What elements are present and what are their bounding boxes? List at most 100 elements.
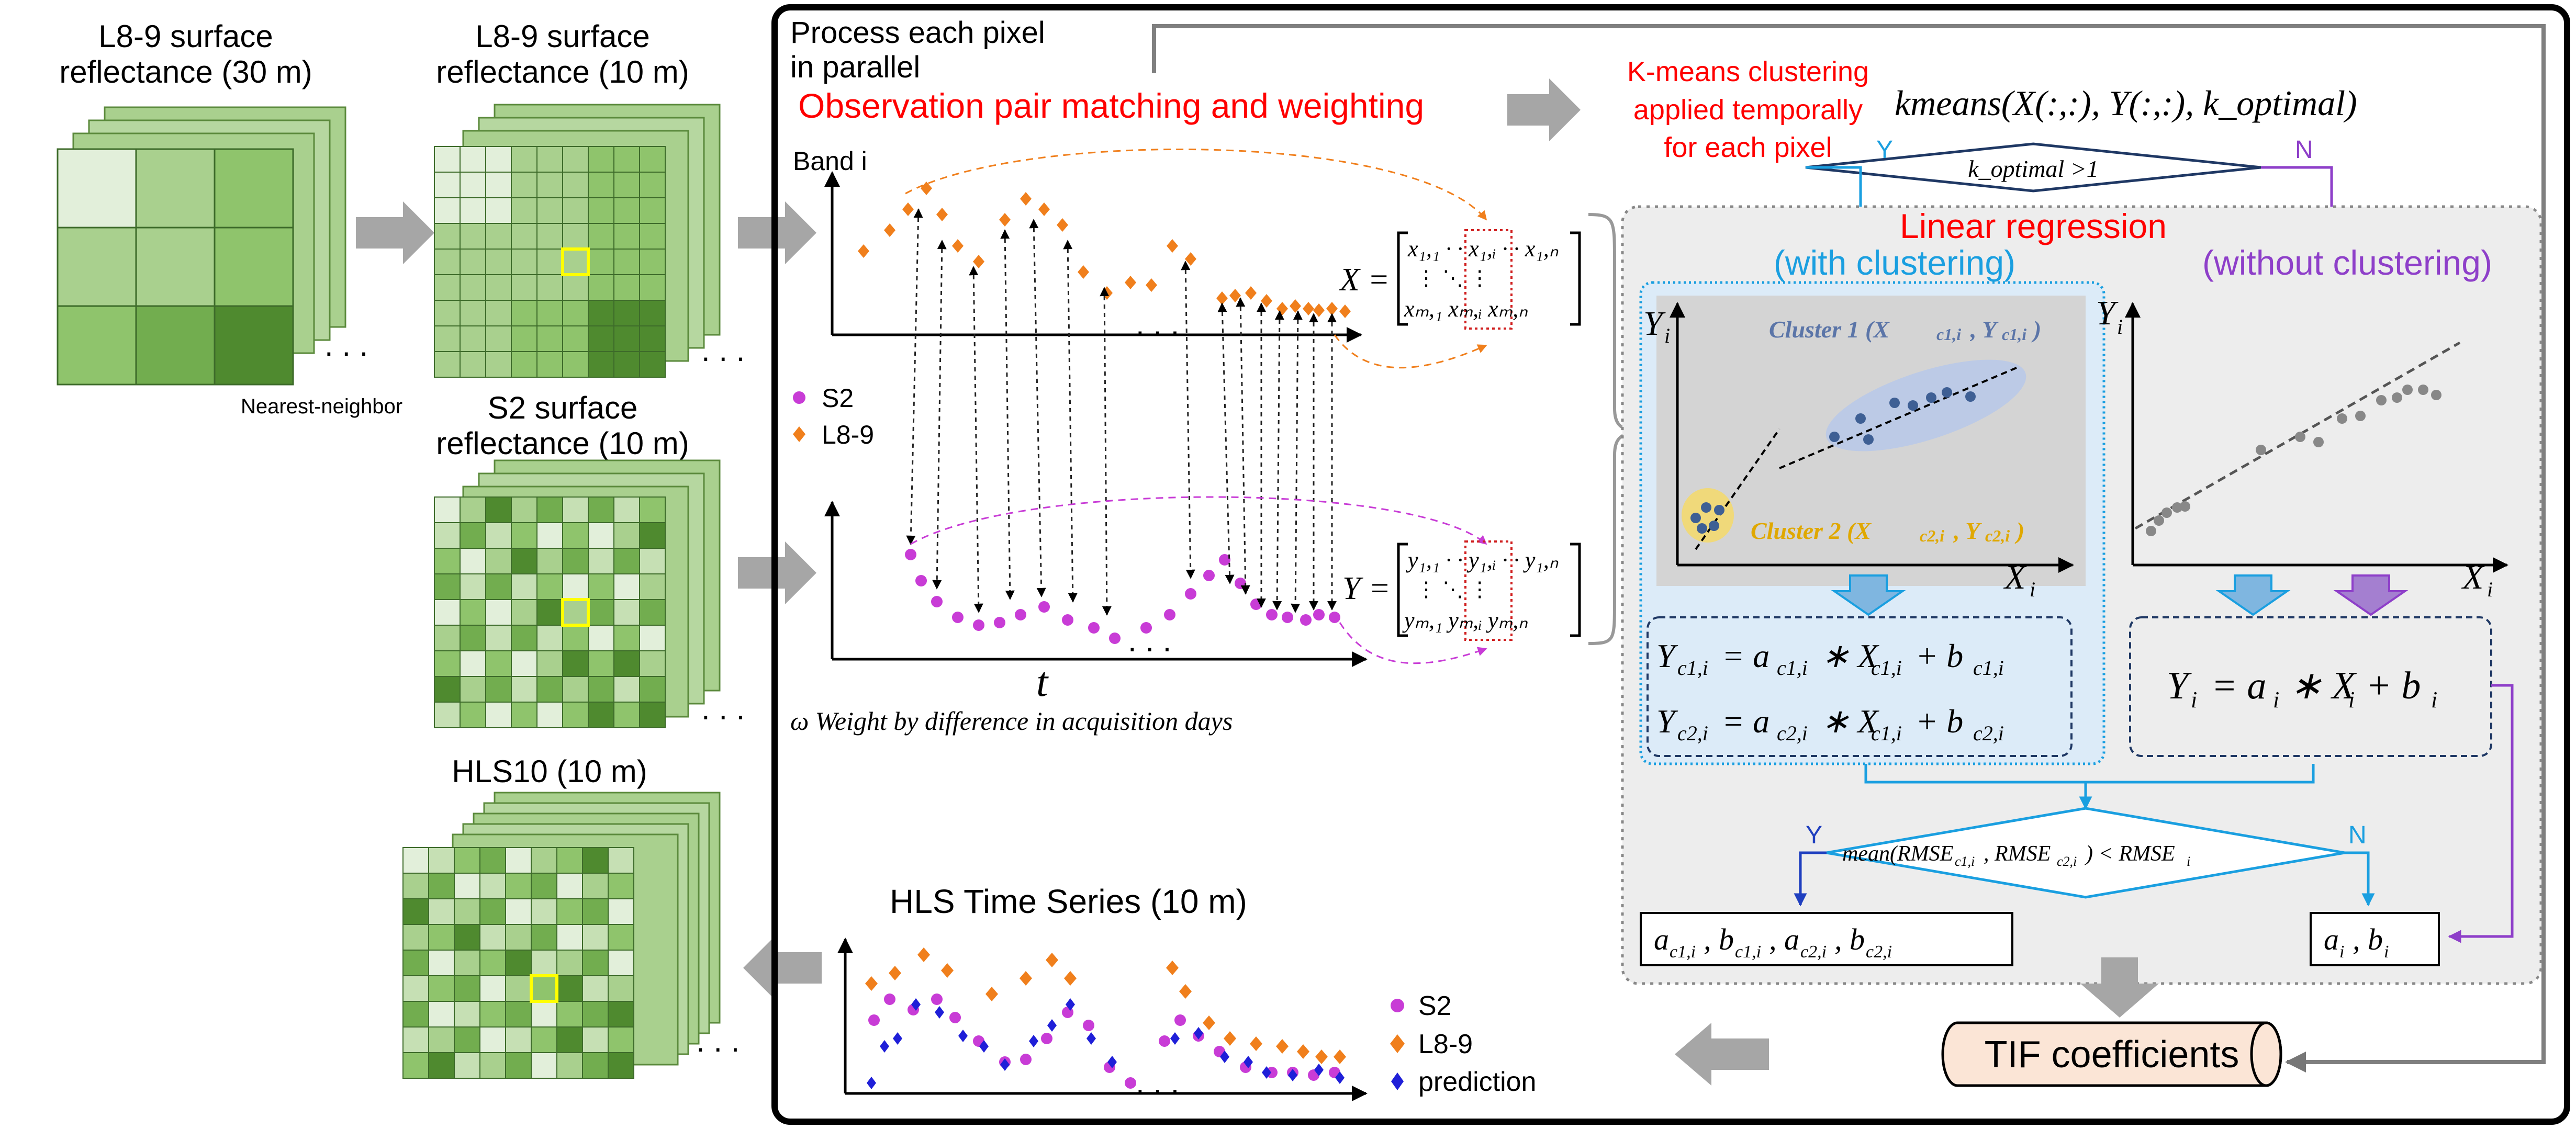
l89-point — [917, 947, 930, 962]
cluster-point — [1714, 505, 1724, 515]
ellipsis-icon: . . . — [701, 333, 745, 368]
kmeans-yes-label: Y — [1876, 136, 1893, 164]
weight-note: ω Weight by difference in acquisition da… — [790, 706, 1233, 736]
svg-text:, Y: , Y — [1953, 517, 1982, 544]
s2-point — [1203, 570, 1215, 581]
l89-30m-stack: L8-9 surface reflectance (30 m) . . . Ne… — [57, 19, 402, 418]
ellipsis-icon: . . . — [1136, 307, 1179, 342]
tif-coefficients-node: TIF coefficients — [1941, 1021, 2282, 1087]
svg-text:c1,i: c1,i — [1871, 656, 1902, 680]
pixel-cell — [531, 975, 557, 1002]
l89-point — [1101, 286, 1113, 300]
svg-text:⋮ ⋱ ⋮: ⋮ ⋱ ⋮ — [1416, 578, 1490, 601]
pixel-cell — [562, 300, 589, 326]
cluster1-label: Cluster 1 (X — [1769, 316, 1890, 343]
pixel-cell — [588, 300, 614, 326]
pixel-cell — [582, 873, 609, 899]
prediction-point — [1000, 1058, 1010, 1071]
pixel-cell — [639, 625, 666, 651]
pixel-cell — [460, 249, 486, 275]
pixel-cell — [434, 522, 461, 549]
s2-point — [1088, 622, 1100, 634]
pixel-cell — [639, 172, 666, 198]
pixel-cell — [582, 1052, 609, 1079]
pixel-cell — [588, 676, 614, 703]
s2-title-1: S2 surface — [488, 390, 638, 425]
pixel-cell — [402, 975, 429, 1002]
pixel-cell — [434, 325, 461, 352]
pixel-cell — [608, 950, 634, 976]
cluster-point — [1709, 521, 1719, 531]
l89-point — [1261, 294, 1272, 308]
x-axis-label: X — [2003, 558, 2027, 596]
svg-text:X: X — [2461, 558, 2485, 596]
svg-text:c2,i: c2,i — [1800, 942, 1827, 962]
pixel-cell — [536, 522, 563, 549]
l89-10m-title-1: L8-9 surface — [475, 19, 650, 54]
prediction-point — [880, 1040, 889, 1053]
pixel-cell — [454, 1052, 480, 1079]
l89-point — [1167, 239, 1178, 253]
pixel-cell — [505, 847, 532, 874]
cluster-point — [1863, 434, 1874, 445]
l89-point — [1224, 1031, 1236, 1046]
s2-point — [1125, 1077, 1136, 1089]
pixel-cell — [608, 975, 634, 1002]
pixel-cell — [639, 351, 666, 378]
pixel-cell — [485, 300, 512, 326]
cluster-point — [1908, 400, 1918, 411]
pixel-cell — [485, 223, 512, 250]
pixel-cell — [613, 197, 640, 224]
pixel-cell — [511, 625, 537, 651]
pixel-cell — [511, 522, 537, 549]
arrow-icon — [1507, 78, 1581, 141]
pixel-cell — [639, 702, 666, 728]
svg-text:) < RMSE: ) < RMSE — [2085, 842, 2175, 866]
pixel-cell — [402, 924, 429, 951]
process-title-2: in parallel — [790, 50, 920, 84]
equation-cluster1: Y — [1656, 637, 1678, 674]
pixel-cell — [454, 924, 480, 951]
pixel-cell — [613, 548, 640, 574]
pixel-cell — [511, 325, 537, 352]
prediction-point — [1194, 1027, 1203, 1040]
l89-point — [1020, 971, 1032, 986]
pixel-cell — [511, 249, 537, 275]
pixel-cell — [454, 975, 480, 1002]
l89-10m-title-2: reflectance (10 m) — [436, 54, 689, 89]
scatter-point — [2376, 395, 2387, 405]
pixel-cell — [613, 599, 640, 626]
prediction-point — [1170, 1032, 1180, 1045]
matrix-x-label: X = — [1338, 262, 1390, 298]
pixel-cell — [608, 1026, 634, 1053]
svg-text:x₁,₁ · · x₁,ᵢ · · x₁,ₙ: x₁,₁ · · x₁,ᵢ · · x₁,ₙ — [1407, 236, 1559, 262]
selected-pixel — [561, 598, 590, 627]
l89-point — [936, 208, 948, 221]
pixel-cell — [511, 573, 537, 600]
pixel-cell — [556, 975, 583, 1002]
matching-title: Observation pair matching and weighting — [798, 86, 1424, 125]
pixel-cell — [454, 1026, 480, 1053]
prediction-point — [1220, 1051, 1229, 1063]
l89-point — [1146, 278, 1157, 292]
pixel-cell — [428, 924, 455, 951]
s2-point — [994, 617, 1005, 628]
s2-point — [1015, 609, 1026, 620]
svg-text:∗ X: ∗ X — [2290, 664, 2357, 707]
pixel-cell — [485, 650, 512, 677]
pixel-cell — [402, 873, 429, 899]
pixel-cell — [613, 146, 640, 173]
pixel-cell — [505, 950, 532, 976]
pixel-cell — [434, 351, 461, 378]
pixel-cell — [639, 223, 666, 250]
pixel-cell — [460, 351, 486, 378]
svg-text:c2,i: c2,i — [1973, 721, 2004, 745]
pixel-cell — [460, 573, 486, 600]
pixel-cell — [562, 223, 589, 250]
pixel-cell — [511, 172, 537, 198]
scatter-point — [2337, 413, 2347, 424]
svg-text:yₘ,₁ yₘ,ᵢ yₘ,ₙ: yₘ,₁ yₘ,ᵢ yₘ,ₙ — [1402, 607, 1528, 633]
pixel-cell — [536, 548, 563, 574]
l89-point — [1166, 961, 1179, 975]
hls-legend-prediction: prediction — [1418, 1067, 1536, 1097]
